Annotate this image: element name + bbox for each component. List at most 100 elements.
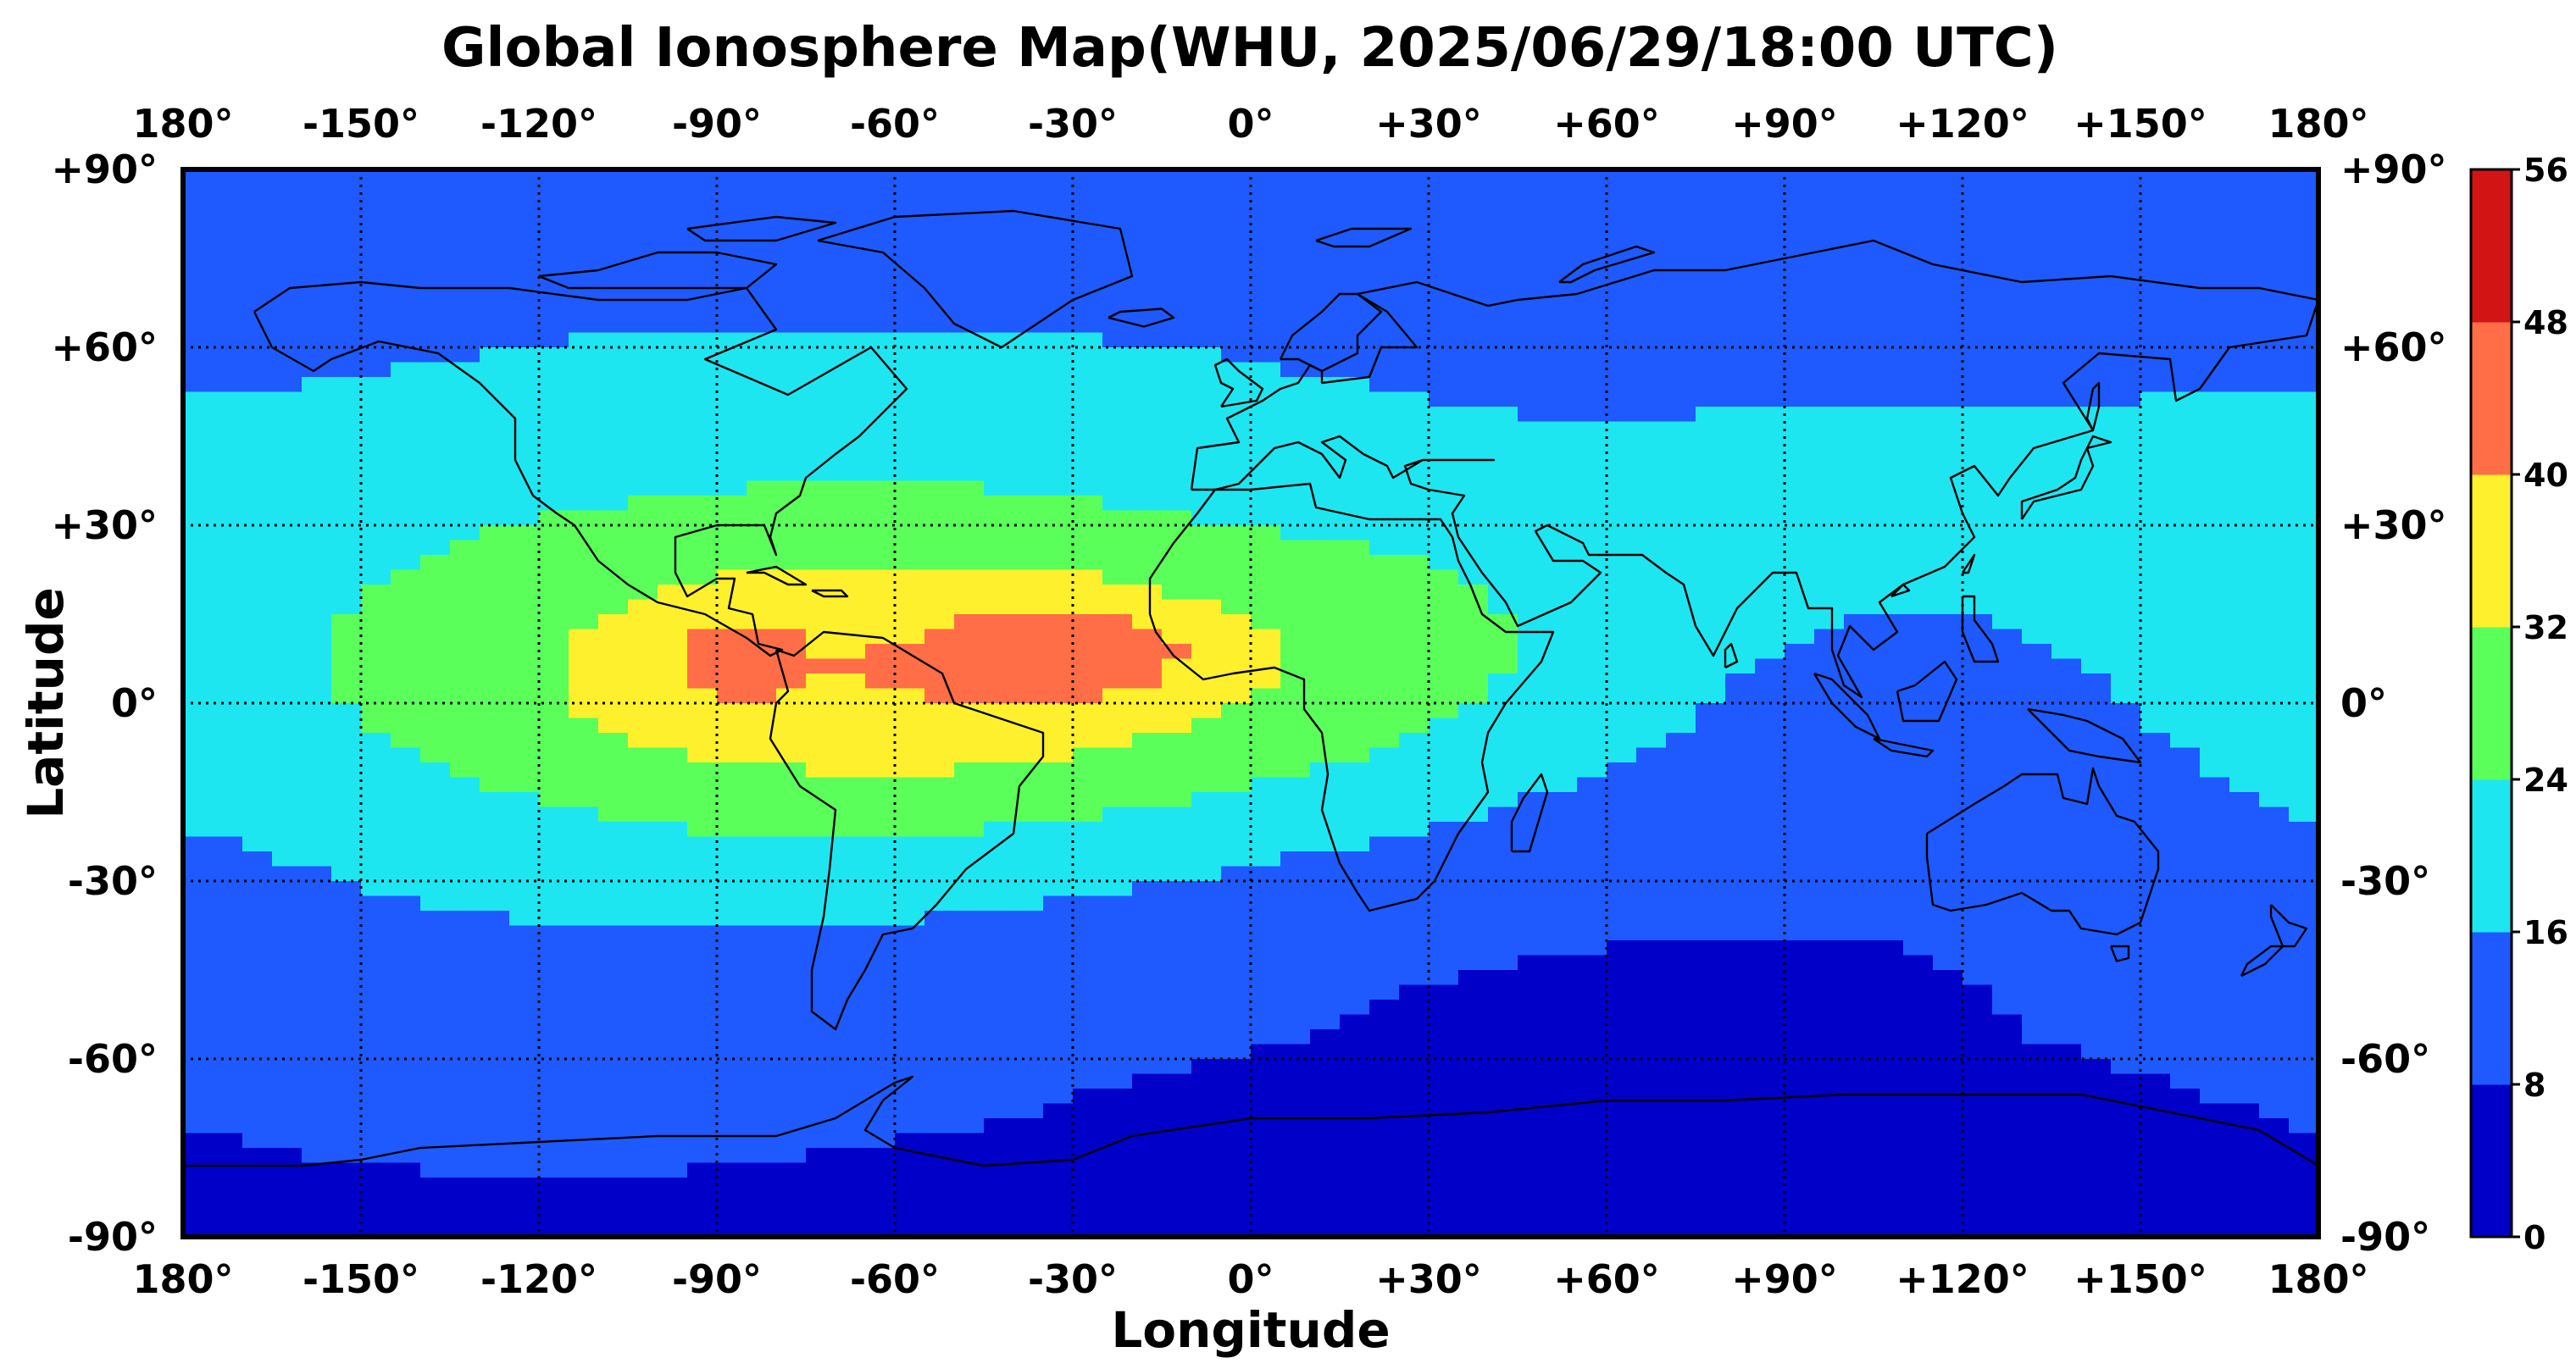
tec-cell: [895, 822, 925, 838]
tec-cell: [806, 540, 836, 556]
tec-cell: [509, 836, 540, 852]
tec-cell: [1933, 273, 1963, 289]
tec-cell: [1162, 1059, 1192, 1075]
tec-cell: [2229, 792, 2260, 808]
tec-cell: [954, 1029, 985, 1045]
tec-cell: [1073, 302, 1103, 319]
tec-cell: [1251, 806, 1281, 823]
tec-cell: [569, 510, 599, 526]
tec-cell: [302, 970, 332, 986]
tec-cell: [1636, 658, 1667, 674]
tec-cell: [1814, 911, 1845, 927]
tec-cell: [1251, 1103, 1281, 1119]
tec-cell: [1429, 1178, 1459, 1194]
tec-cell: [1340, 1178, 1370, 1194]
tec-cell: [1162, 555, 1192, 571]
tec-cell: [1755, 1073, 1785, 1089]
tec-cell: [2051, 1000, 2082, 1016]
tec-cell: [509, 169, 540, 186]
tec-cell: [1369, 866, 1400, 882]
tec-cell: [717, 1059, 747, 1075]
tec-cell: [895, 1192, 925, 1208]
tec-cell: [242, 881, 273, 897]
tec-cell: [361, 629, 391, 645]
tec-cell: [598, 199, 629, 215]
tec-cell: [1073, 555, 1103, 571]
tec-cell: [1280, 318, 1311, 334]
tec-cell: [717, 1044, 747, 1060]
tec-cell: [1340, 614, 1370, 630]
tec-cell: [391, 213, 421, 230]
tec-cell: [539, 451, 569, 467]
tec-cell: [717, 1029, 747, 1045]
tec-cell: [2229, 510, 2260, 526]
tec-cell: [539, 436, 569, 452]
tec-cell: [1488, 525, 1518, 541]
tec-cell: [658, 1029, 688, 1045]
tec-cell: [895, 644, 925, 660]
tec-cell: [331, 332, 362, 348]
tec-cell: [598, 540, 629, 556]
tec-cell: [420, 1089, 451, 1105]
tec-cell: [1488, 362, 1518, 378]
tec-cell: [1221, 451, 1252, 467]
tec-cell: [183, 673, 214, 690]
tec-cell: [1399, 347, 1430, 363]
tec-cell: [954, 377, 985, 393]
tec-cell: [1547, 1118, 1578, 1134]
tec-cell: [1666, 881, 1696, 897]
tec-cell: [1814, 318, 1845, 334]
tec-cell: [1429, 1073, 1459, 1089]
tec-cell: [1874, 1059, 1904, 1075]
tec-cell: [1191, 1089, 1222, 1105]
tec-cell: [598, 407, 629, 423]
tec-cell: [1577, 629, 1607, 645]
tec-cell: [361, 806, 391, 823]
tec-cell: [1933, 911, 1963, 927]
tec-cell: [1666, 629, 1696, 645]
tec-cell: [2022, 836, 2052, 852]
tec-cell: [1844, 911, 1874, 927]
tec-cell: [1369, 733, 1400, 749]
tec-cell: [2022, 925, 2052, 941]
tec-cell: [776, 970, 807, 986]
tec-cell: [1310, 1178, 1341, 1194]
tec-cell: [1903, 466, 1934, 482]
tec-cell: [1785, 718, 1815, 734]
tec-cell: [1073, 377, 1103, 393]
tec-cell: [1132, 1178, 1163, 1194]
tec-cell: [1963, 258, 1993, 274]
tec-cell: [984, 955, 1014, 971]
tec-cell: [1903, 658, 1934, 674]
tec-cell: [954, 407, 985, 423]
tec-cell: [391, 777, 421, 793]
tec-cell: [2259, 792, 2290, 808]
tec-cell: [1725, 318, 1756, 334]
tec-cell: [2229, 777, 2260, 793]
tec-cell: [1755, 955, 1785, 971]
tec-cell: [242, 895, 273, 912]
tec-cell: [895, 925, 925, 941]
tec-cell: [776, 792, 807, 808]
tec-cell: [391, 970, 421, 986]
tec-cell: [480, 1192, 510, 1208]
tec-cell: [420, 955, 451, 971]
tec-cell: [183, 1073, 214, 1089]
tec-cell: [1369, 599, 1400, 615]
tec-cell: [2289, 1133, 2318, 1149]
tec-cell: [361, 895, 391, 912]
tec-cell: [1666, 347, 1696, 363]
tec-cell: [1132, 1044, 1163, 1060]
tec-cell: [361, 1118, 391, 1134]
tec-cell: [1073, 1133, 1103, 1149]
tec-cell: [2259, 1044, 2290, 1060]
tec-cell: [1221, 733, 1252, 749]
tec-cell: [1429, 1014, 1459, 1030]
tec-cell: [539, 510, 569, 526]
tec-cell: [1488, 436, 1518, 452]
tec-cell: [1488, 955, 1518, 971]
tec-cell: [1992, 362, 2023, 378]
tec-cell: [2289, 466, 2318, 482]
tec-cell: [598, 377, 629, 393]
tec-cell: [1874, 1103, 1904, 1119]
